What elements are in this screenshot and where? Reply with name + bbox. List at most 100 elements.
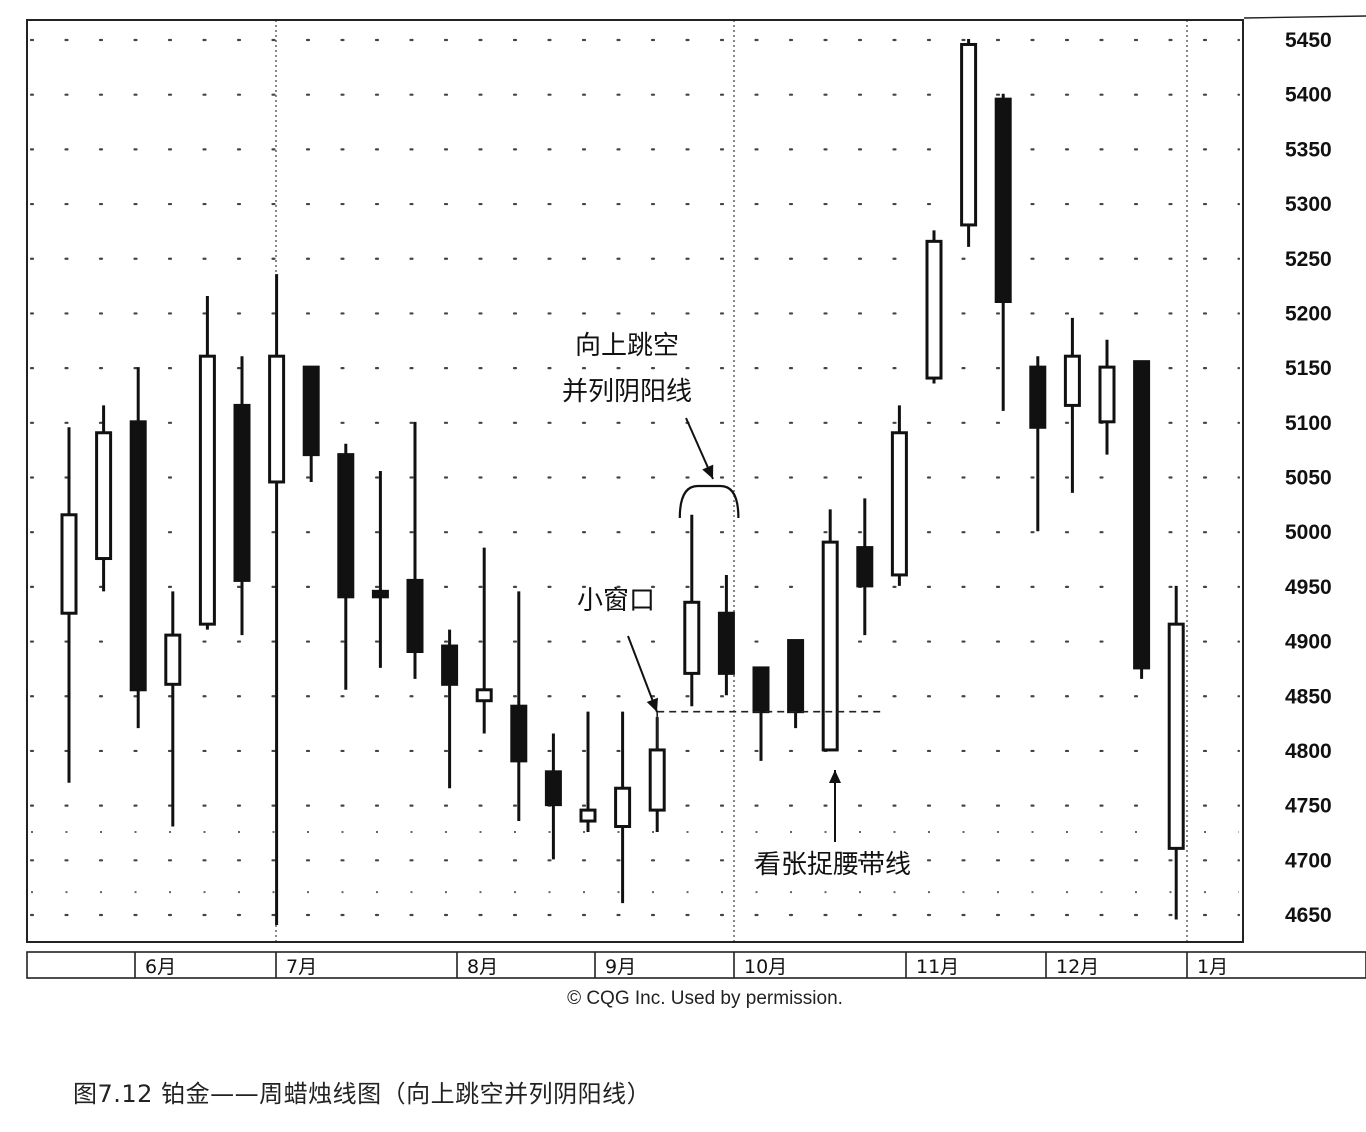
annotation-bracket: [678, 484, 740, 519]
candle: [302, 365, 320, 482]
candle-body-white: [648, 748, 666, 812]
y-tick-label: 5000: [1285, 521, 1332, 544]
candle: [406, 421, 424, 679]
candle-body-white: [198, 354, 216, 626]
candle: [268, 274, 286, 925]
x-axis-strip: [26, 951, 1366, 979]
candle: [717, 574, 735, 696]
y-tick-label: 4800: [1285, 740, 1332, 763]
y-tick-label: 4700: [1285, 849, 1332, 872]
y-tick-label: 4650: [1285, 904, 1332, 927]
candle: [960, 39, 978, 247]
candle: [544, 733, 562, 860]
y-tick-label: 5200: [1285, 302, 1332, 325]
y-tick-label: 4950: [1285, 576, 1332, 599]
month-label: 7月: [286, 956, 317, 978]
candle-body-white: [579, 808, 597, 823]
candle-body-white: [614, 786, 632, 828]
y-tick-label: 5100: [1285, 412, 1332, 435]
candlestick-chart: 4650 4700 4750 4800 4850 4900 4950 5000 5050 5100…: [26, 15, 1366, 979]
figure-caption: 图7.12 铂金——周蜡烛线图（向上跳空并列阴阳线）: [73, 1080, 652, 1108]
candle-body-black: [994, 97, 1012, 303]
month-label: 6月: [145, 956, 176, 978]
y-tick-label: 5150: [1285, 357, 1332, 380]
chart-frame: [26, 15, 1366, 979]
candle: [683, 514, 701, 707]
x-axis-month-labels: 6月 7月 8月 9月 10月 11月 12月 1月: [134, 952, 1228, 978]
candle-body-black: [510, 704, 528, 763]
candle-body-black: [371, 589, 389, 599]
candle-body-white: [925, 239, 943, 380]
candle: [821, 509, 839, 752]
candle-body-black: [233, 403, 251, 582]
candle-body-white: [1098, 365, 1116, 424]
candle: [752, 666, 770, 761]
annotation-window-arrow: [627, 635, 658, 713]
candle-body-white: [268, 354, 286, 484]
month-label: 1月: [1197, 956, 1228, 978]
candle: [164, 591, 182, 827]
month-label: 12月: [1056, 956, 1099, 978]
candle-body-black: [717, 611, 735, 675]
candle-body-white: [683, 600, 701, 675]
candle: [337, 443, 355, 690]
candle-body-black: [856, 546, 874, 588]
candle-body-black: [302, 365, 320, 457]
y-tick-label: 5350: [1285, 138, 1332, 161]
annotation-belt-hold-arrow: [829, 770, 841, 842]
candle: [1167, 585, 1185, 920]
candle-body-black: [752, 666, 770, 714]
candles: [60, 39, 1185, 925]
candle-body-white: [60, 513, 78, 615]
y-tick-label: 5300: [1285, 193, 1332, 216]
candle: [95, 405, 113, 592]
candle-body-black: [129, 420, 147, 692]
annotation-gap-tasuki-label: 向上跳空: [575, 331, 679, 361]
candle: [60, 427, 78, 783]
candle: [994, 93, 1012, 411]
y-tick-label: 4750: [1285, 795, 1332, 818]
y-tick-label: 5450: [1285, 29, 1332, 52]
candle: [129, 367, 147, 729]
candle-body-white: [95, 431, 113, 561]
candle-body-black: [787, 639, 805, 714]
y-tick-label: 4900: [1285, 631, 1332, 654]
candle-body-white: [960, 42, 978, 227]
annotation-gap-tasuki-arrow: [685, 417, 714, 480]
candle: [1133, 360, 1151, 679]
candle: [614, 711, 632, 904]
month-label: 11月: [916, 956, 959, 978]
month-label: 8月: [467, 956, 498, 978]
candle: [890, 405, 908, 586]
candle-body-black: [406, 578, 424, 653]
candle-body-white: [475, 688, 493, 703]
annotation-belt-hold-label: 看张捉腰带线: [755, 850, 911, 880]
candle-body-black: [1029, 365, 1047, 429]
candle: [475, 547, 493, 734]
candle: [510, 591, 528, 822]
candle: [1063, 317, 1081, 493]
y-tick-label: 4850: [1285, 685, 1332, 708]
candle-body-white: [1167, 622, 1185, 850]
candle: [1029, 356, 1047, 532]
annotation-gap-tasuki-label: 并列阴阳线: [562, 377, 692, 407]
candle-body-white: [890, 431, 908, 577]
chart-credit: © CQG Inc. Used by permission.: [567, 988, 843, 1009]
candle-body-black: [441, 644, 459, 686]
annotation-window-label: 小窗口: [577, 586, 655, 616]
plot-border: [26, 19, 1244, 943]
candle: [1098, 339, 1116, 455]
y-tick-label: 5050: [1285, 467, 1332, 490]
month-label: 9月: [605, 956, 636, 978]
candle-body-white: [821, 540, 839, 752]
candle: [371, 471, 389, 668]
candle: [856, 498, 874, 636]
candle-body-white: [164, 633, 182, 686]
candle: [233, 356, 251, 636]
y-tick-label: 5250: [1285, 248, 1332, 271]
frame-top-edge: [1243, 15, 1366, 19]
candle-body-black: [1133, 360, 1151, 670]
candle-body-white: [1063, 354, 1081, 407]
candle-body-black: [544, 770, 562, 807]
